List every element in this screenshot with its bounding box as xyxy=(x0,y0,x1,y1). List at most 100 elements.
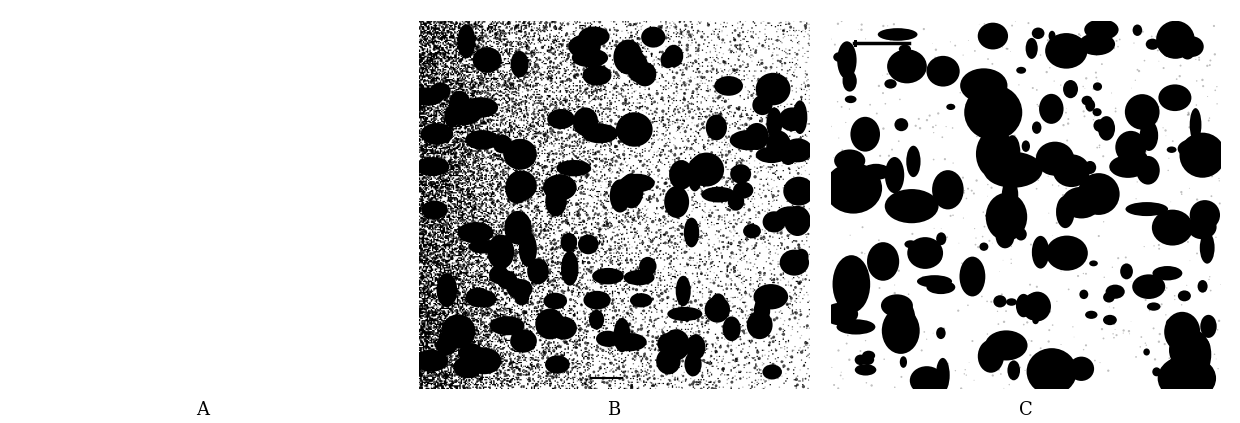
Point xyxy=(27,80,47,87)
Point xyxy=(601,259,621,266)
Point xyxy=(511,384,531,390)
Point xyxy=(14,58,33,65)
Point xyxy=(193,150,213,157)
Point xyxy=(108,81,128,88)
Point xyxy=(528,64,548,71)
Point xyxy=(546,135,565,141)
Point xyxy=(1069,31,1089,38)
Point xyxy=(36,182,56,189)
Point xyxy=(678,105,698,112)
Point xyxy=(560,247,580,254)
Point xyxy=(691,289,711,296)
Point xyxy=(107,165,126,171)
Point xyxy=(568,96,588,103)
Point xyxy=(461,86,481,93)
Point xyxy=(595,84,615,91)
Point xyxy=(247,113,267,120)
Ellipse shape xyxy=(1178,138,1216,159)
Point xyxy=(967,177,987,184)
Point xyxy=(370,231,389,237)
Point xyxy=(417,354,436,361)
Point xyxy=(190,108,210,115)
Point xyxy=(544,348,564,355)
Point xyxy=(410,36,430,43)
Point xyxy=(187,212,207,219)
Point xyxy=(613,285,632,292)
Point xyxy=(472,225,492,232)
Point xyxy=(511,174,531,181)
Point xyxy=(384,319,404,326)
Point xyxy=(376,176,396,183)
Point xyxy=(167,57,187,63)
Point xyxy=(420,190,440,197)
Point xyxy=(164,358,184,365)
Point xyxy=(470,340,490,346)
Point xyxy=(640,193,660,200)
Point xyxy=(475,184,495,191)
Point xyxy=(424,52,444,59)
Point xyxy=(688,74,708,80)
Point xyxy=(479,341,498,348)
Point xyxy=(175,70,195,77)
Point xyxy=(53,368,73,375)
Point xyxy=(691,302,711,308)
Point xyxy=(413,321,433,327)
Point xyxy=(614,322,634,329)
Ellipse shape xyxy=(614,333,647,351)
Point xyxy=(108,326,128,333)
Point xyxy=(443,379,463,385)
Point xyxy=(35,271,55,278)
Point xyxy=(92,65,112,72)
Point xyxy=(413,365,433,371)
Point xyxy=(510,289,529,296)
Point xyxy=(11,308,31,315)
Point xyxy=(475,321,495,328)
Point xyxy=(653,330,673,337)
Point xyxy=(502,251,522,258)
Ellipse shape xyxy=(1097,116,1115,140)
Point xyxy=(539,33,559,39)
Point xyxy=(46,98,66,104)
Point xyxy=(60,216,79,223)
Point xyxy=(151,130,171,137)
Point xyxy=(5,243,25,250)
Point xyxy=(544,347,564,354)
Point xyxy=(491,377,511,384)
Point xyxy=(434,156,454,163)
Point xyxy=(526,304,546,311)
Point xyxy=(409,80,429,87)
Point xyxy=(353,166,373,173)
Point xyxy=(988,89,1008,96)
Point xyxy=(310,205,330,212)
Point xyxy=(500,361,520,368)
Point xyxy=(443,302,463,309)
Ellipse shape xyxy=(779,107,805,131)
Point xyxy=(491,92,511,99)
Point xyxy=(430,188,450,195)
Point xyxy=(600,98,620,104)
Point xyxy=(609,138,629,145)
Point xyxy=(517,41,537,48)
Point xyxy=(229,322,249,329)
Point xyxy=(450,331,470,338)
Point xyxy=(609,27,629,34)
Point xyxy=(141,234,161,241)
Point xyxy=(584,368,604,375)
Point xyxy=(585,248,605,255)
Point xyxy=(242,293,262,300)
Point xyxy=(260,258,280,265)
Point xyxy=(1178,328,1198,335)
Point xyxy=(88,154,108,160)
Point xyxy=(150,257,170,264)
Point xyxy=(410,242,430,249)
Point xyxy=(11,219,31,226)
Point xyxy=(1149,245,1169,252)
Point xyxy=(62,95,82,102)
Point xyxy=(5,299,25,306)
Point xyxy=(179,223,198,230)
Point xyxy=(689,84,709,91)
Point xyxy=(792,247,812,254)
Point xyxy=(495,282,515,288)
Point xyxy=(467,100,487,107)
Point xyxy=(224,151,244,158)
